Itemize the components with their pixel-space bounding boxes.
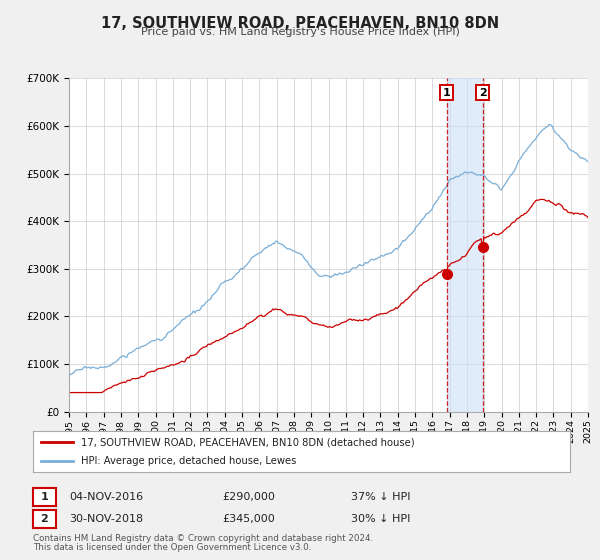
Text: 30% ↓ HPI: 30% ↓ HPI bbox=[351, 514, 410, 524]
Text: HPI: Average price, detached house, Lewes: HPI: Average price, detached house, Lewe… bbox=[82, 456, 297, 465]
Text: 2: 2 bbox=[479, 88, 487, 97]
Bar bbox=[447, 78, 483, 412]
Text: Price paid vs. HM Land Registry's House Price Index (HPI): Price paid vs. HM Land Registry's House … bbox=[140, 27, 460, 37]
Text: 30-NOV-2018: 30-NOV-2018 bbox=[69, 514, 143, 524]
Text: 1: 1 bbox=[443, 88, 451, 97]
Text: Contains HM Land Registry data © Crown copyright and database right 2024.: Contains HM Land Registry data © Crown c… bbox=[33, 534, 373, 543]
Text: 1: 1 bbox=[41, 492, 48, 502]
Text: This data is licensed under the Open Government Licence v3.0.: This data is licensed under the Open Gov… bbox=[33, 543, 311, 552]
Text: 37% ↓ HPI: 37% ↓ HPI bbox=[351, 492, 410, 502]
Text: 04-NOV-2016: 04-NOV-2016 bbox=[69, 492, 143, 502]
Text: 2: 2 bbox=[41, 514, 48, 524]
Text: £345,000: £345,000 bbox=[222, 514, 275, 524]
Text: £290,000: £290,000 bbox=[222, 492, 275, 502]
Text: 17, SOUTHVIEW ROAD, PEACEHAVEN, BN10 8DN: 17, SOUTHVIEW ROAD, PEACEHAVEN, BN10 8DN bbox=[101, 16, 499, 31]
Text: 17, SOUTHVIEW ROAD, PEACEHAVEN, BN10 8DN (detached house): 17, SOUTHVIEW ROAD, PEACEHAVEN, BN10 8DN… bbox=[82, 437, 415, 447]
